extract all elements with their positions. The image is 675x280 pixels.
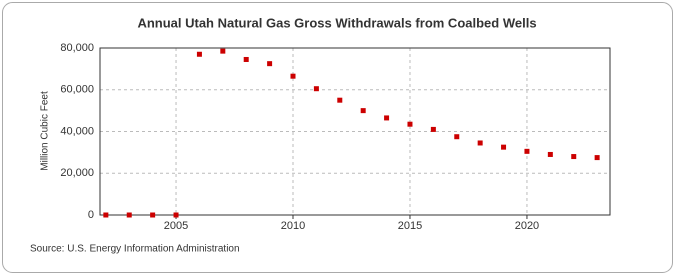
x-tick-label: 2010 xyxy=(281,220,305,232)
point xyxy=(103,212,109,218)
y-tick-label: 60,000 xyxy=(60,84,94,96)
point xyxy=(524,148,530,154)
point xyxy=(150,212,156,218)
plot-area xyxy=(99,47,611,216)
point xyxy=(594,155,600,161)
point xyxy=(407,121,413,127)
point xyxy=(430,126,436,132)
point xyxy=(337,97,343,103)
frame xyxy=(2,2,673,273)
x-tick-label: 2020 xyxy=(515,220,539,232)
point xyxy=(313,86,319,92)
x-tick-label: 2015 xyxy=(398,220,422,232)
source-note: Source: U.S. Energy Information Administ… xyxy=(30,244,240,255)
point xyxy=(454,134,460,140)
point xyxy=(501,144,507,150)
y-tick-label: 20,000 xyxy=(60,167,94,179)
point xyxy=(267,61,273,67)
chart-title: Annual Utah Natural Gas Gross Withdrawal… xyxy=(137,15,536,30)
point xyxy=(290,73,296,79)
point xyxy=(571,154,577,160)
point xyxy=(360,108,366,114)
y-tick-label: 80,000 xyxy=(60,42,94,54)
y-tick-label: 40,000 xyxy=(60,125,94,137)
point xyxy=(384,115,390,121)
point xyxy=(220,48,226,54)
y-axis-label: Million Cubic Feet xyxy=(40,91,51,171)
point xyxy=(547,151,553,157)
y-tick-label: 0 xyxy=(88,209,94,221)
point xyxy=(477,140,483,146)
point xyxy=(196,51,202,57)
point xyxy=(126,212,132,218)
x-tick-label: 2005 xyxy=(164,220,188,232)
point xyxy=(243,56,249,62)
point xyxy=(173,212,179,218)
